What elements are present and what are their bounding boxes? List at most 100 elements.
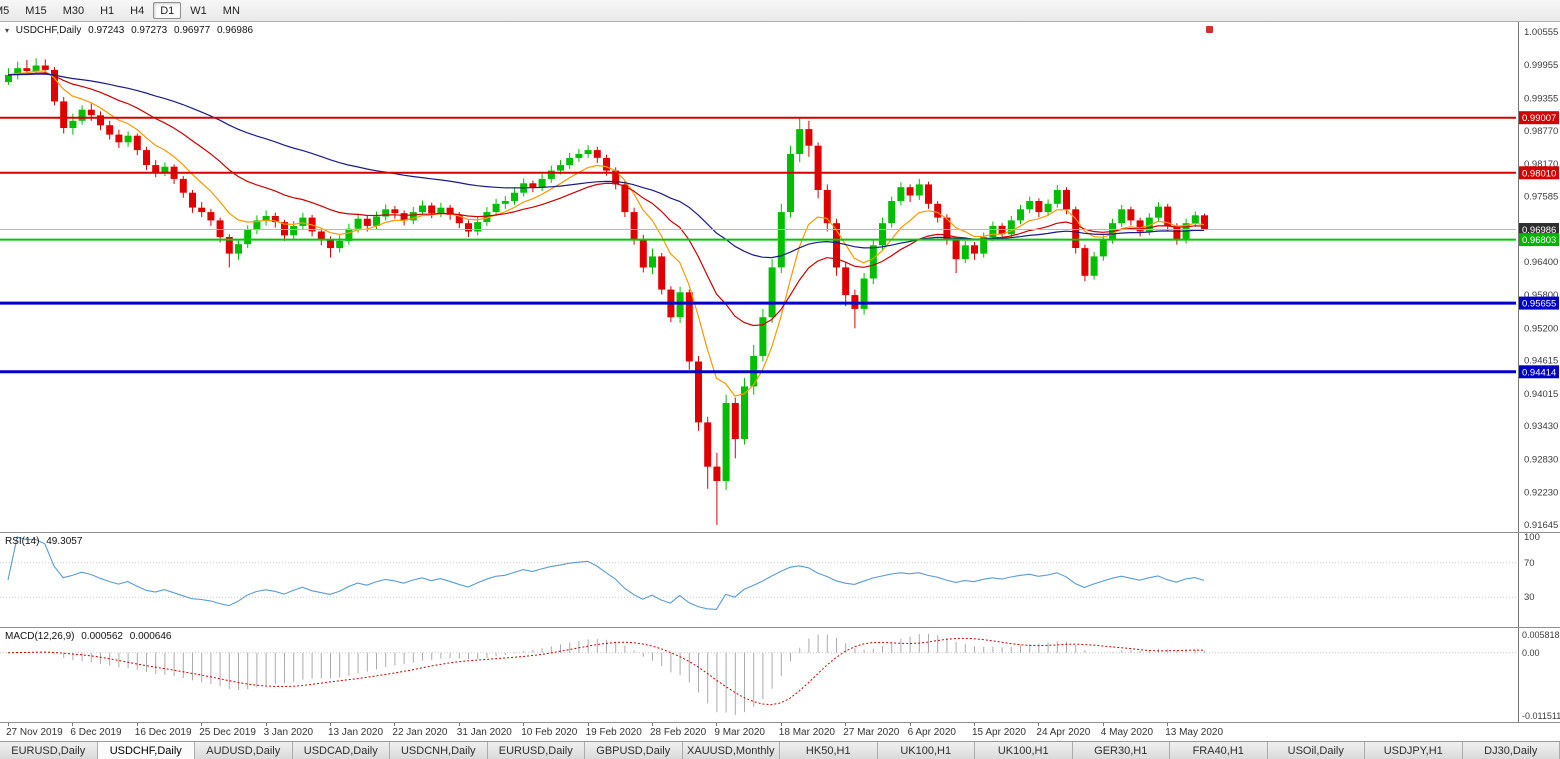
timeframe-button-w1[interactable]: W1: [190, 5, 207, 17]
candle-body: [446, 207, 454, 215]
timeframe-button-mn[interactable]: MN: [222, 5, 240, 17]
timeframe-button-m5[interactable]: M5: [0, 5, 10, 17]
support-line-green[interactable]: 0.96803: [0, 233, 1559, 247]
candle-body: [235, 244, 242, 254]
timeframe-button-h1[interactable]: H1: [100, 5, 115, 17]
date-axis-tick: [652, 723, 653, 726]
macd-canvas[interactable]: 0.005818 0.00 -0.011511: [0, 628, 1560, 722]
price-axis-label: 0.94015: [1524, 389, 1558, 400]
candle-body: [143, 150, 150, 165]
tab-ger30-h1[interactable]: GER30,H1: [1072, 742, 1170, 759]
macd-axis-label: 0.00: [1522, 648, 1540, 658]
candle-body: [207, 212, 215, 221]
candle-body: [133, 135, 141, 151]
price-axis-label: 0.96400: [1524, 257, 1558, 268]
tab-usdcnh-daily[interactable]: USDCNH,Daily: [390, 742, 488, 759]
macd-signal-line: [7, 637, 1204, 706]
candle-body: [1035, 201, 1043, 213]
chart-tab-bar: EURUSD,Daily USDCHF,Daily AUDUSD,Daily USDC…: [0, 741, 1560, 759]
price-chart-pane[interactable]: 1.00555 0.99955 0.99355 0.98770 0.98170 0.975…: [0, 22, 1560, 532]
candle-body: [1090, 256, 1098, 276]
candle-body: [612, 170, 620, 185]
rsi-canvas[interactable]: 100 70 30: [0, 533, 1560, 627]
price-line-label: 0.96803: [1522, 235, 1556, 246]
price-line-label-box: [1519, 111, 1559, 125]
price-axis[interactable]: 1.00555 0.99955 0.99355 0.98770 0.98170 0.975…: [1524, 27, 1558, 531]
resistance-line-upper[interactable]: 0.99007: [0, 111, 1559, 125]
price-line-label: 0.95655: [1522, 299, 1556, 310]
tab-gbpusd-daily[interactable]: GBPUSD,Daily: [585, 742, 683, 759]
date-axis-tick: [330, 723, 331, 726]
candle-body: [455, 214, 463, 224]
date-axis[interactable]: 27 Nov 2019 6 Dec 2019 16 Dec 2019 25 Dec 2…: [0, 722, 1560, 741]
timeframe-button-m30[interactable]: M30: [62, 5, 85, 17]
candle-body: [915, 184, 923, 196]
candle-body: [244, 229, 252, 245]
date-axis-tick: [974, 723, 975, 726]
candle-body: [842, 267, 850, 296]
candle-body: [14, 68, 22, 75]
candle-body: [299, 217, 307, 226]
support-line-blue-upper[interactable]: 0.95655: [0, 296, 1559, 310]
tab-usdjpy-h1[interactable]: USDJPY,H1: [1365, 742, 1463, 759]
candle-body: [823, 190, 831, 224]
macd-axis-label: -0.011511: [1522, 711, 1560, 721]
tab-usdcad-daily[interactable]: USDCAD,Daily: [292, 742, 390, 759]
candle-body: [124, 135, 132, 143]
candle-body: [768, 267, 776, 318]
date-axis-label: 6 Dec 2019: [70, 727, 122, 738]
candle-body: [281, 222, 288, 236]
current-price-line[interactable]: 0.96986: [0, 223, 1559, 236]
date-axis-tick: [136, 723, 138, 726]
date-axis-label: 9 Mar 2020: [714, 727, 765, 738]
candle-body: [1191, 215, 1199, 224]
macd-name: MACD(12,26,9): [5, 631, 75, 642]
date-axis-tick: [458, 723, 460, 726]
resistance-line-lower[interactable]: 0.98010: [0, 166, 1559, 180]
macd-indicator-pane[interactable]: 0.005818 0.00 -0.011511 MACD(12,26,9) 0.00…: [0, 627, 1560, 722]
tab-usoil-daily[interactable]: USOil,Daily: [1267, 742, 1365, 759]
candle-body: [961, 245, 969, 260]
tab-fra40-h1[interactable]: FRA40,H1: [1170, 742, 1268, 759]
candle-body: [906, 187, 914, 196]
candle-body: [713, 466, 721, 481]
date-axis-tick: [845, 723, 847, 726]
price-line-label-box: [1519, 223, 1559, 236]
candle-body: [428, 205, 436, 214]
candle-body: [934, 203, 942, 218]
price-line-label: 0.96986: [1522, 225, 1556, 236]
price-line-label-box: [1519, 166, 1559, 180]
timeframe-button-m15[interactable]: M15: [25, 5, 47, 17]
tab-dj30-daily[interactable]: DJ30,Daily: [1462, 742, 1560, 759]
timeframe-button-d1[interactable]: D1: [153, 2, 182, 19]
candle-body: [1118, 209, 1126, 224]
timeframe-button-h4[interactable]: H4: [130, 5, 145, 17]
date-axis-tick: [716, 723, 718, 726]
candle-body: [23, 68, 31, 71]
candle-body: [1007, 220, 1015, 235]
date-axis-label: 19 Feb 2020: [585, 727, 642, 738]
candle-body: [584, 150, 592, 154]
tab-eurusd-daily[interactable]: EURUSD,Daily: [0, 742, 98, 759]
tab-uk100-h1[interactable]: UK100,H1: [877, 742, 975, 759]
main-chart-canvas[interactable]: 1.00555 0.99955 0.99355 0.98770 0.98170 0.975…: [0, 22, 1560, 532]
tab-eurusd-daily[interactable]: EURUSD,Daily: [487, 742, 585, 759]
tab-uk100-h1[interactable]: UK100,H1: [975, 742, 1073, 759]
date-axis-tick: [909, 723, 911, 726]
candle-body: [317, 231, 325, 240]
candle-body: [1017, 209, 1024, 221]
tab-hk50-h1[interactable]: HK50,H1: [780, 742, 878, 759]
tab-xauusd-monthly[interactable]: XAUUSD,Monthly: [682, 742, 780, 759]
support-line-blue-lower[interactable]: 0.94414: [0, 365, 1559, 379]
tab-usdchf-daily[interactable]: USDCHF,Daily: [97, 742, 195, 759]
date-axis-tick: [587, 723, 589, 726]
candle-body: [787, 154, 794, 213]
candle-body: [78, 109, 86, 121]
tab-audusd-daily[interactable]: AUDUSD,Daily: [195, 742, 293, 759]
candle-body: [327, 239, 334, 249]
candle-body: [796, 129, 804, 154]
rsi-indicator-pane[interactable]: 100 70 30 RSI(14) 49.3057: [0, 532, 1560, 627]
price-axis-label: 0.92230: [1524, 488, 1558, 499]
price-line-label-box: [1519, 296, 1559, 310]
